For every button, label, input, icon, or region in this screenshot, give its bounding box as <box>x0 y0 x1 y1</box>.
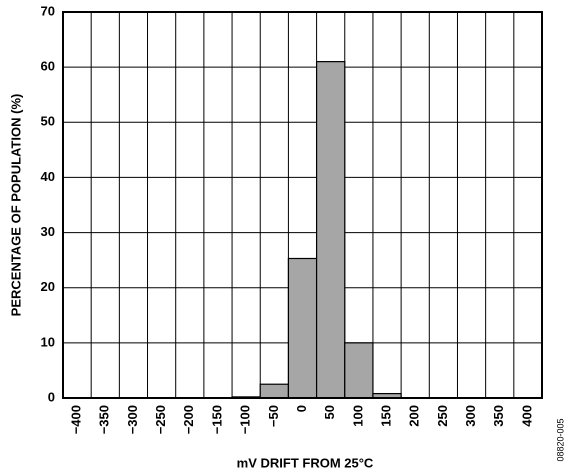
x-tick-label: −400 <box>69 405 84 434</box>
x-tick-label: −300 <box>125 405 140 434</box>
y-axis-label: PERCENTAGE OF POPULATION (%) <box>8 94 23 317</box>
x-tick-label: 400 <box>519 405 534 427</box>
y-tick-label: 50 <box>41 114 55 129</box>
bar <box>344 342 374 399</box>
x-tick-label: 50 <box>322 405 337 419</box>
bar <box>315 61 346 399</box>
plot-frame <box>62 11 543 399</box>
x-tick-label: 300 <box>463 405 478 427</box>
figure-note: 08820-005 <box>555 418 565 461</box>
x-axis-label: mV DRIFT FROM 25°C <box>237 455 374 470</box>
y-tick-label: 20 <box>41 279 55 294</box>
x-tick-label: −200 <box>181 405 196 434</box>
x-tick-label: 250 <box>435 405 450 427</box>
bar <box>259 383 290 399</box>
y-tick-label: 70 <box>41 3 55 18</box>
x-tick-label: −350 <box>97 405 112 434</box>
x-tick-label: 0 <box>294 405 309 412</box>
x-tick-label: −50 <box>266 405 281 427</box>
x-tick-label: 100 <box>350 405 365 427</box>
y-tick-label: 40 <box>41 169 55 184</box>
x-tick-label: 350 <box>491 405 506 427</box>
y-tick-label: 0 <box>48 389 55 404</box>
bar <box>287 257 318 399</box>
x-tick-label: −250 <box>153 405 168 434</box>
y-tick-label: 60 <box>41 59 55 74</box>
x-tick-label: −150 <box>209 405 224 434</box>
y-tick-label: 10 <box>41 334 55 349</box>
x-tick-label: 150 <box>378 405 393 427</box>
y-tick-label: 30 <box>41 224 55 239</box>
x-tick-label: 200 <box>407 405 422 427</box>
x-tick-label: −100 <box>238 405 253 434</box>
